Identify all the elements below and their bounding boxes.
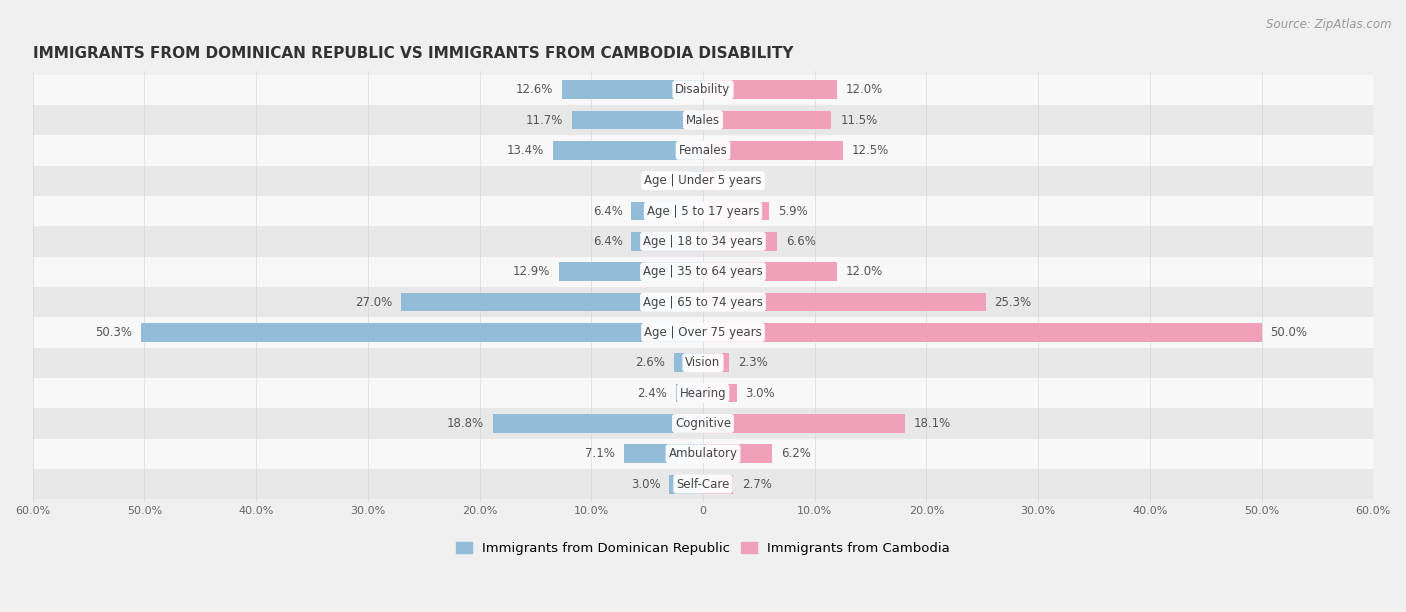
Bar: [690, 171, 703, 190]
Bar: [631, 232, 703, 251]
Bar: [703, 232, 776, 251]
Text: Age | 5 to 17 years: Age | 5 to 17 years: [647, 204, 759, 217]
Text: 50.3%: 50.3%: [96, 326, 132, 339]
Text: 13.4%: 13.4%: [508, 144, 544, 157]
Bar: [32, 75, 1374, 105]
Text: Ambulatory: Ambulatory: [668, 447, 738, 460]
Bar: [703, 201, 769, 220]
Bar: [562, 80, 703, 99]
Bar: [558, 263, 703, 281]
Text: 12.5%: 12.5%: [852, 144, 889, 157]
Bar: [703, 384, 737, 403]
Text: 1.2%: 1.2%: [725, 174, 755, 187]
Bar: [703, 323, 1261, 342]
Text: 12.0%: 12.0%: [846, 83, 883, 96]
Bar: [32, 378, 1374, 408]
Text: 18.8%: 18.8%: [447, 417, 484, 430]
Text: Age | Over 75 years: Age | Over 75 years: [644, 326, 762, 339]
Bar: [572, 111, 703, 129]
Bar: [703, 475, 733, 493]
Bar: [32, 348, 1374, 378]
Bar: [32, 135, 1374, 165]
Bar: [703, 80, 837, 99]
Text: 18.1%: 18.1%: [914, 417, 952, 430]
Text: Hearing: Hearing: [679, 387, 727, 400]
Bar: [631, 201, 703, 220]
Text: 5.9%: 5.9%: [778, 204, 807, 217]
Bar: [624, 444, 703, 463]
Bar: [494, 414, 703, 433]
Bar: [32, 165, 1374, 196]
Bar: [669, 475, 703, 493]
Text: 7.1%: 7.1%: [585, 447, 614, 460]
Text: Males: Males: [686, 114, 720, 127]
Text: 2.6%: 2.6%: [636, 356, 665, 369]
Bar: [703, 263, 837, 281]
Bar: [32, 439, 1374, 469]
Text: 6.4%: 6.4%: [593, 204, 623, 217]
Bar: [32, 408, 1374, 439]
Bar: [32, 226, 1374, 256]
Text: 27.0%: 27.0%: [356, 296, 392, 308]
Text: Cognitive: Cognitive: [675, 417, 731, 430]
Text: 11.7%: 11.7%: [526, 114, 564, 127]
Text: 1.1%: 1.1%: [652, 174, 682, 187]
Bar: [32, 105, 1374, 135]
Text: 50.0%: 50.0%: [1271, 326, 1308, 339]
Bar: [32, 317, 1374, 348]
Bar: [703, 141, 842, 160]
Text: IMMIGRANTS FROM DOMINICAN REPUBLIC VS IMMIGRANTS FROM CAMBODIA DISABILITY: IMMIGRANTS FROM DOMINICAN REPUBLIC VS IM…: [32, 46, 793, 61]
Text: 3.0%: 3.0%: [631, 477, 661, 491]
Bar: [703, 111, 831, 129]
Text: Disability: Disability: [675, 83, 731, 96]
Bar: [673, 353, 703, 372]
Text: 11.5%: 11.5%: [841, 114, 877, 127]
Bar: [141, 323, 703, 342]
Text: Females: Females: [679, 144, 727, 157]
Text: 12.0%: 12.0%: [846, 265, 883, 278]
Text: 25.3%: 25.3%: [994, 296, 1032, 308]
Bar: [703, 444, 772, 463]
Text: 2.3%: 2.3%: [738, 356, 768, 369]
Text: Age | Under 5 years: Age | Under 5 years: [644, 174, 762, 187]
Text: Source: ZipAtlas.com: Source: ZipAtlas.com: [1267, 18, 1392, 31]
Text: 6.4%: 6.4%: [593, 235, 623, 248]
Text: Age | 65 to 74 years: Age | 65 to 74 years: [643, 296, 763, 308]
Text: Age | 18 to 34 years: Age | 18 to 34 years: [643, 235, 763, 248]
Text: Vision: Vision: [685, 356, 721, 369]
Bar: [32, 256, 1374, 287]
Text: Self-Care: Self-Care: [676, 477, 730, 491]
Text: 12.9%: 12.9%: [513, 265, 550, 278]
Bar: [703, 353, 728, 372]
Bar: [703, 171, 717, 190]
Text: 6.6%: 6.6%: [786, 235, 815, 248]
Bar: [554, 141, 703, 160]
Bar: [32, 287, 1374, 317]
Text: 3.0%: 3.0%: [745, 387, 775, 400]
Bar: [703, 293, 986, 312]
Text: 12.6%: 12.6%: [516, 83, 554, 96]
Legend: Immigrants from Dominican Republic, Immigrants from Cambodia: Immigrants from Dominican Republic, Immi…: [451, 537, 955, 561]
Bar: [32, 469, 1374, 499]
Bar: [703, 414, 905, 433]
Text: 2.4%: 2.4%: [637, 387, 668, 400]
Text: 2.7%: 2.7%: [742, 477, 772, 491]
Bar: [401, 293, 703, 312]
Bar: [676, 384, 703, 403]
Bar: [32, 196, 1374, 226]
Text: Age | 35 to 64 years: Age | 35 to 64 years: [643, 265, 763, 278]
Text: 6.2%: 6.2%: [782, 447, 811, 460]
